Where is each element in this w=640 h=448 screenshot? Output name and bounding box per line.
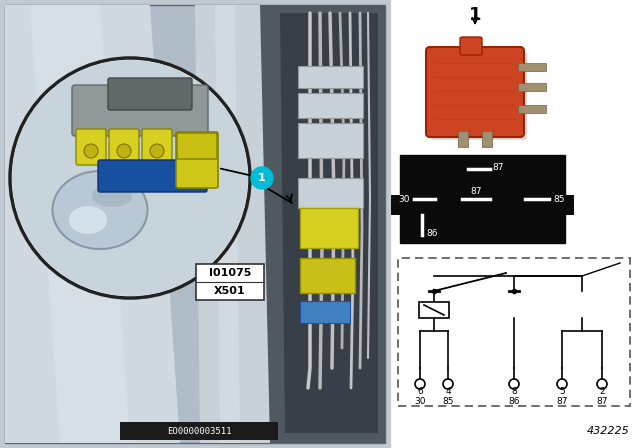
FancyBboxPatch shape — [76, 129, 106, 165]
Bar — [120, 422, 278, 440]
Circle shape — [251, 167, 273, 189]
Circle shape — [84, 144, 98, 158]
Text: 87: 87 — [596, 396, 608, 405]
Circle shape — [557, 379, 567, 389]
Text: 1: 1 — [468, 6, 481, 24]
Bar — [393, 0, 640, 448]
FancyBboxPatch shape — [431, 52, 527, 140]
Text: 5: 5 — [559, 388, 565, 396]
Bar — [0, 0, 390, 448]
Bar — [565, 195, 574, 215]
FancyBboxPatch shape — [108, 78, 192, 110]
Circle shape — [150, 144, 164, 158]
Text: I01075: I01075 — [209, 268, 251, 278]
Bar — [298, 123, 363, 158]
FancyBboxPatch shape — [98, 160, 207, 192]
Text: 85: 85 — [442, 396, 454, 405]
FancyBboxPatch shape — [518, 105, 546, 113]
Text: 86: 86 — [426, 228, 438, 237]
Text: 4: 4 — [445, 388, 451, 396]
Circle shape — [415, 379, 425, 389]
FancyBboxPatch shape — [518, 63, 546, 71]
Text: 86: 86 — [508, 396, 520, 405]
Text: 6: 6 — [417, 388, 423, 396]
Text: 30: 30 — [398, 194, 410, 203]
Text: 1: 1 — [258, 173, 266, 183]
FancyBboxPatch shape — [482, 131, 492, 147]
Text: 2: 2 — [599, 388, 605, 396]
Circle shape — [509, 379, 519, 389]
Bar — [300, 258, 355, 293]
FancyBboxPatch shape — [177, 133, 217, 159]
Text: 87: 87 — [492, 163, 504, 172]
Ellipse shape — [52, 171, 147, 249]
Polygon shape — [195, 5, 270, 443]
Bar — [196, 264, 264, 300]
Text: EO0000003511: EO0000003511 — [167, 426, 231, 435]
Polygon shape — [30, 5, 130, 443]
FancyBboxPatch shape — [142, 129, 172, 165]
Text: 30: 30 — [414, 396, 426, 405]
Bar — [400, 155, 565, 243]
Circle shape — [117, 144, 131, 158]
Bar — [398, 258, 630, 406]
Polygon shape — [255, 5, 385, 443]
Text: 8: 8 — [511, 388, 517, 396]
Bar — [300, 208, 358, 248]
Ellipse shape — [69, 206, 107, 234]
Text: 87: 87 — [556, 396, 568, 405]
Circle shape — [443, 379, 453, 389]
Bar — [391, 195, 400, 215]
Text: 87: 87 — [470, 186, 482, 195]
FancyBboxPatch shape — [109, 129, 139, 165]
Bar — [298, 93, 363, 118]
Ellipse shape — [92, 185, 132, 207]
FancyBboxPatch shape — [518, 83, 546, 91]
Polygon shape — [5, 5, 180, 443]
Bar — [298, 66, 363, 88]
Bar — [5, 5, 385, 443]
FancyBboxPatch shape — [72, 85, 208, 136]
Bar — [300, 301, 350, 323]
Polygon shape — [280, 13, 378, 433]
FancyBboxPatch shape — [426, 47, 524, 137]
Text: 85: 85 — [553, 194, 564, 203]
FancyBboxPatch shape — [176, 132, 218, 188]
Text: 432225: 432225 — [588, 426, 630, 436]
Bar — [419, 302, 449, 318]
FancyBboxPatch shape — [460, 37, 482, 55]
Circle shape — [12, 60, 248, 296]
Text: X501: X501 — [214, 286, 246, 296]
Circle shape — [597, 379, 607, 389]
Circle shape — [10, 58, 250, 298]
Bar — [298, 178, 363, 208]
Polygon shape — [215, 5, 240, 443]
FancyBboxPatch shape — [458, 131, 468, 147]
